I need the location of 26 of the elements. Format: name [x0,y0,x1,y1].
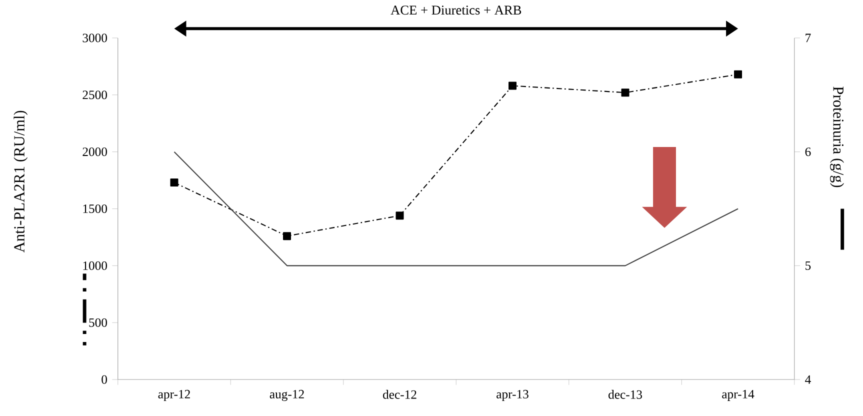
x-tick-label: apr-14 [722,390,754,402]
y2-tick-label: 4 [805,376,811,384]
text: ACE + Diuretics + ARB [390,6,522,15]
point [734,70,742,79]
x-tick-label: aug-12 [270,390,304,402]
y-tick-label: 1000 [83,262,108,270]
y-tick-label: 0 [102,376,108,384]
point [396,212,404,220]
point [508,82,517,90]
y-tick-label: 1500 [83,204,108,214]
y2-axis-title: Proteinuria (g/g) [830,86,844,188]
y2-tick-label: 6 [805,148,811,156]
x-tick-label: apr-13 [496,390,528,402]
point [621,88,630,97]
point [170,178,178,187]
x-tick-label: dec-13 [608,390,642,400]
point [283,232,291,240]
y-tick-label: 2500 [82,90,108,100]
y2-tick-label: 5 [806,262,811,270]
y-tick-label: 3000 [82,34,108,42]
y-axis-title: Anti-PLA2R1 (RU/ml) [14,111,28,253]
y-tick-label: 2000 [82,148,108,156]
y-tick-label: 500 [89,318,108,328]
y2-tick-label: 7 [806,34,811,42]
x-tick-label: apr-12 [158,390,190,402]
x-tick-label: dec-12 [383,390,416,400]
